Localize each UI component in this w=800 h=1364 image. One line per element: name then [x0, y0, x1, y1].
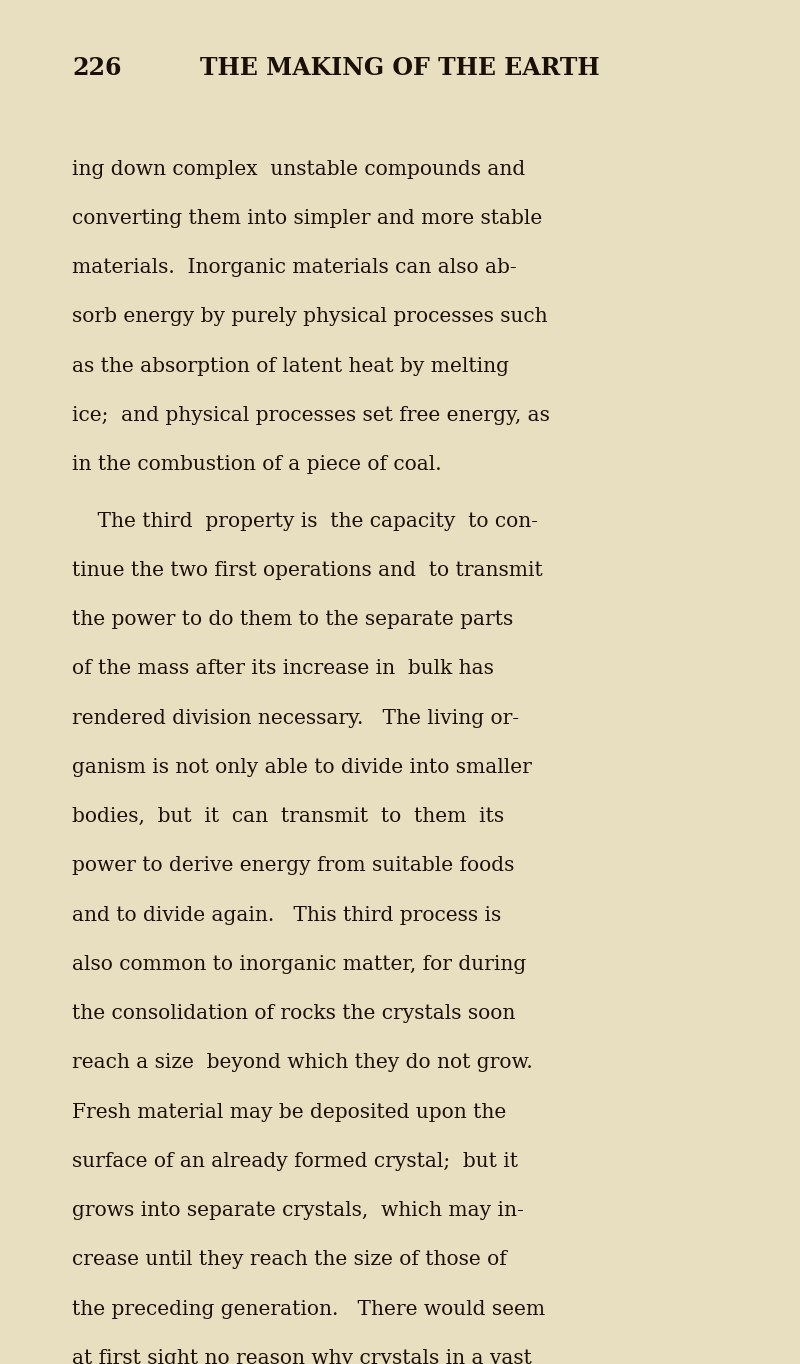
Text: crease until they reach the size of those of: crease until they reach the size of thos…: [72, 1251, 506, 1270]
Text: of the mass after its increase in  bulk has: of the mass after its increase in bulk h…: [72, 659, 494, 678]
Text: grows into separate crystals,  which may in-: grows into separate crystals, which may …: [72, 1202, 524, 1219]
Text: and to divide again.   This third process is: and to divide again. This third process …: [72, 906, 502, 925]
Text: sorb energy by purely physical processes such: sorb energy by purely physical processes…: [72, 307, 548, 326]
Text: The third  property is  the capacity  to con-: The third property is the capacity to co…: [72, 512, 538, 531]
Text: at first sight no reason why crystals in a vast: at first sight no reason why crystals in…: [72, 1349, 532, 1364]
Text: in the combustion of a piece of coal.: in the combustion of a piece of coal.: [72, 456, 442, 475]
Text: the power to do them to the separate parts: the power to do them to the separate par…: [72, 610, 514, 629]
Text: ice;  and physical processes set free energy, as: ice; and physical processes set free ene…: [72, 406, 550, 424]
Text: the preceding generation.   There would seem: the preceding generation. There would se…: [72, 1300, 545, 1319]
Text: ing down complex  unstable compounds and: ing down complex unstable compounds and: [72, 160, 526, 179]
Text: as the absorption of latent heat by melting: as the absorption of latent heat by melt…: [72, 356, 509, 375]
Text: rendered division necessary.   The living or-: rendered division necessary. The living …: [72, 709, 519, 728]
Text: bodies,  but  it  can  transmit  to  them  its: bodies, but it can transmit to them its: [72, 807, 504, 827]
Text: surface of an already formed crystal;  but it: surface of an already formed crystal; bu…: [72, 1151, 518, 1170]
Text: 226: 226: [72, 56, 122, 80]
Text: materials.  Inorganic materials can also ab-: materials. Inorganic materials can also …: [72, 258, 517, 277]
Text: tinue the two first operations and  to transmit: tinue the two first operations and to tr…: [72, 561, 542, 580]
Text: the consolidation of rocks the crystals soon: the consolidation of rocks the crystals …: [72, 1004, 515, 1023]
Text: THE MAKING OF THE EARTH: THE MAKING OF THE EARTH: [200, 56, 600, 80]
Text: also common to inorganic matter, for during: also common to inorganic matter, for dur…: [72, 955, 526, 974]
Text: ganism is not only able to divide into smaller: ganism is not only able to divide into s…: [72, 758, 532, 777]
Text: converting them into simpler and more stable: converting them into simpler and more st…: [72, 209, 542, 228]
Text: Fresh material may be deposited upon the: Fresh material may be deposited upon the: [72, 1102, 506, 1121]
Text: reach a size  beyond which they do not grow.: reach a size beyond which they do not gr…: [72, 1053, 533, 1072]
Text: power to derive energy from suitable foods: power to derive energy from suitable foo…: [72, 857, 514, 876]
